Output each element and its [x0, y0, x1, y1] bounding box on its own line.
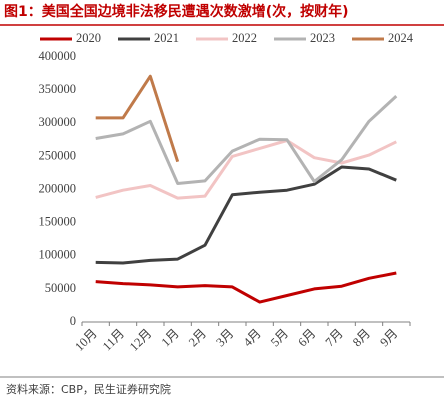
x-tick-label: 11月	[100, 326, 127, 353]
y-tick-label: 300000	[39, 115, 77, 129]
x-tick-label: 8月	[350, 326, 373, 349]
x-tick-label: 6月	[295, 326, 318, 349]
y-tick-label: 250000	[39, 148, 77, 162]
y-tick-label: 350000	[39, 82, 77, 96]
line-series	[95, 94, 398, 185]
source: 资料来源：CBP，民生证券研究院	[6, 382, 171, 396]
x-tick-label: 12月	[127, 326, 155, 354]
x-tick-label: 2月	[186, 326, 209, 349]
line-series	[95, 139, 397, 200]
chart-title: 图1：美国全国边境非法移民遭遇次数激增(次，按财年)	[4, 3, 349, 20]
legend-label: 2020	[76, 31, 101, 45]
line-series	[95, 165, 397, 265]
y-tick-label: 100000	[39, 248, 77, 262]
x-tick-label: 7月	[323, 326, 346, 349]
y-tick-label: 0	[70, 314, 76, 328]
y-tick-label: 200000	[39, 181, 77, 195]
x-tick-label: 10月	[72, 326, 100, 354]
x-tick-label: 3月	[213, 326, 236, 349]
legend-label: 2022	[232, 31, 257, 45]
y-tick-label: 400000	[39, 49, 77, 63]
x-tick-label: 1月	[159, 326, 182, 349]
line-series	[95, 74, 180, 163]
x-tick-label: 9月	[377, 326, 400, 349]
legend-label: 2021	[154, 31, 179, 45]
y-tick-label: 150000	[39, 215, 77, 229]
legend-label: 2024	[388, 31, 414, 45]
line-series	[95, 271, 397, 304]
y-tick-label: 50000	[45, 281, 76, 295]
x-tick-label: 4月	[241, 326, 264, 349]
legend-label: 2023	[310, 31, 335, 45]
x-tick-label: 5月	[268, 326, 291, 349]
